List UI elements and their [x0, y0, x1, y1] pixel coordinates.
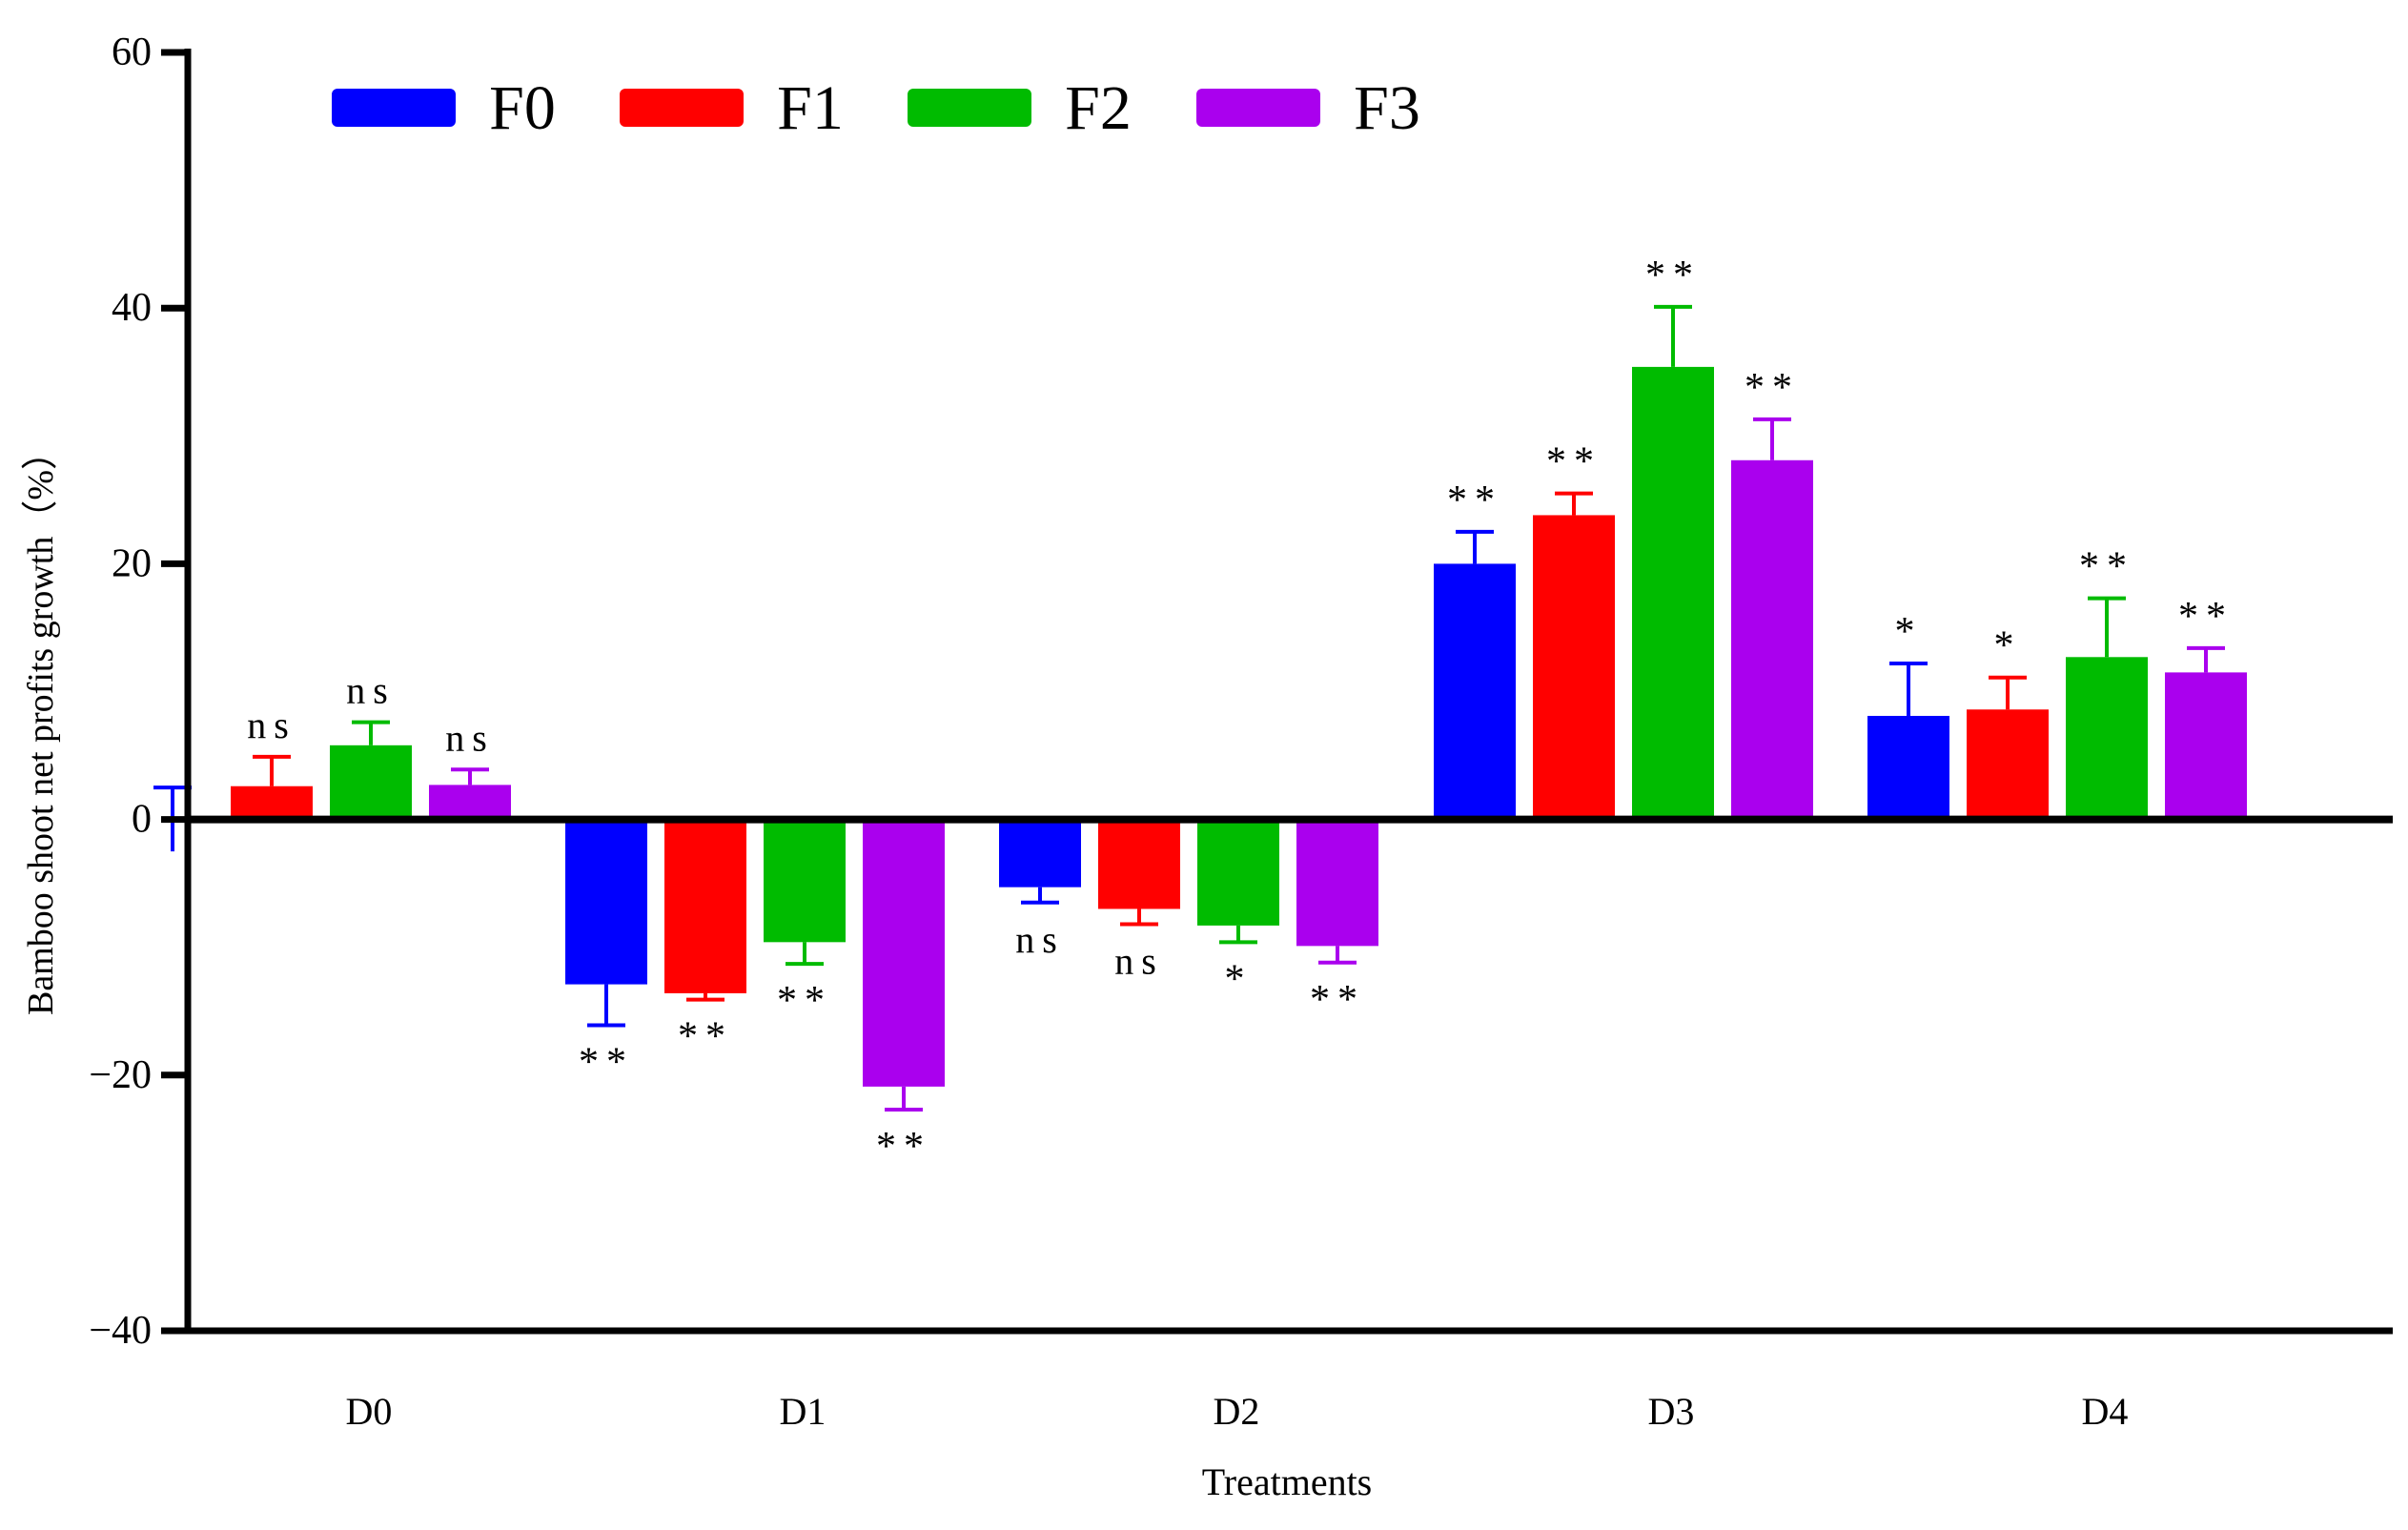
y-tick-label: −40 [89, 1309, 152, 1353]
bar [664, 819, 746, 993]
x-tick-label: D4 [2082, 1390, 2129, 1433]
legend-swatch [908, 89, 1031, 127]
y-tick-label: −20 [89, 1053, 152, 1097]
bar [1098, 819, 1180, 909]
legend-swatch [620, 89, 744, 127]
bar [1197, 819, 1279, 926]
bar [330, 745, 412, 820]
y-tick-label: 60 [112, 31, 152, 74]
legend-label: F1 [777, 73, 844, 143]
bar [565, 819, 647, 985]
y-tick-label: 20 [112, 541, 152, 585]
x-axis-label: Treatments [1202, 1460, 1373, 1503]
bar [1967, 709, 2049, 820]
bar [1867, 715, 1949, 820]
significance-label: ns [445, 716, 495, 759]
x-tick-label: D1 [780, 1390, 826, 1433]
bar [1731, 459, 1813, 820]
significance-label: ** [2178, 595, 2234, 639]
significance-label: ** [1310, 978, 1365, 1022]
y-axis-label: Bamboo shoot net profits growth（%） [21, 434, 61, 1015]
legend: F0 F1 F2 F3 [332, 73, 1420, 143]
y-tick-label: 0 [132, 798, 152, 842]
bar [1533, 515, 1615, 820]
significance-label: ns [346, 669, 396, 712]
significance-label: ** [1745, 366, 1800, 410]
significance-label: ** [1546, 440, 1602, 484]
legend-label: F3 [1354, 73, 1420, 143]
x-tick-label: D2 [1214, 1390, 1260, 1433]
bar [231, 785, 313, 820]
bar [1632, 366, 1714, 820]
significance-label: ** [2079, 545, 2134, 589]
legend-swatch [332, 89, 456, 127]
significance-label: * [1225, 957, 1253, 1001]
bar [863, 819, 945, 1087]
significance-label: ** [777, 979, 832, 1023]
bar [764, 819, 846, 943]
significance-label: ns [1015, 918, 1065, 961]
significance-label: * [1895, 610, 1923, 654]
bar [429, 785, 511, 820]
significance-label: ** [678, 1015, 733, 1059]
x-tick-label: D0 [346, 1390, 393, 1433]
significance-label: ** [1645, 254, 1701, 297]
x-tick-label: D3 [1648, 1390, 1695, 1433]
bar [1296, 819, 1378, 947]
legend-label: F0 [489, 73, 556, 143]
significance-label: ** [876, 1125, 931, 1169]
axes: −40 −20 0 20 40 60 D0 D1 D2 D3 D4 [89, 31, 2393, 1433]
bar [2066, 657, 2148, 820]
bar [2165, 672, 2247, 820]
legend-label: F2 [1065, 73, 1132, 143]
significance-label: ns [247, 704, 296, 746]
legend-swatch [1196, 89, 1320, 127]
significance-label: * [1994, 624, 2022, 668]
bar [999, 819, 1081, 887]
bar [1434, 563, 1516, 820]
y-tick-label: 40 [112, 286, 152, 330]
significance-label: ** [1447, 479, 1502, 522]
significance-label: ** [579, 1041, 634, 1085]
significance-label: ns [1114, 940, 1164, 983]
